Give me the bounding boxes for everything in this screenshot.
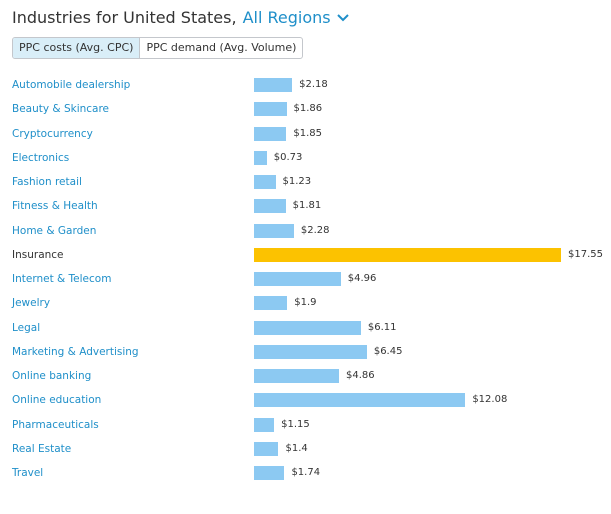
category-label[interactable]: Pharmaceuticals	[12, 418, 99, 431]
value-label: $1.74	[291, 467, 321, 478]
region-label: All Regions	[242, 8, 331, 27]
category-label[interactable]: Home & Garden	[12, 224, 97, 237]
category-label[interactable]: Internet & Telecom	[12, 273, 112, 285]
bar[interactable]	[254, 126, 287, 141]
category-label[interactable]: Fitness & Health	[12, 200, 98, 213]
category-label[interactable]: Jewelry	[12, 297, 51, 310]
chevron-down-icon	[336, 14, 349, 22]
category-label[interactable]: Cryptocurrency	[12, 127, 93, 140]
value-label: $1.23	[282, 176, 312, 187]
bar[interactable]	[254, 296, 288, 311]
bar[interactable]	[254, 417, 275, 432]
region-dropdown[interactable]: All Regions	[243, 6, 349, 30]
category-label[interactable]: Electronics	[12, 151, 70, 164]
bar[interactable]	[254, 369, 339, 383]
page-title: Industries for United States,	[12, 8, 237, 27]
value-label: $1.9	[294, 297, 317, 309]
value-label: $2.28	[300, 224, 330, 236]
bar[interactable]	[254, 247, 561, 262]
value-label: $1.81	[292, 200, 322, 212]
value-label: $17.55	[568, 248, 603, 260]
category-label[interactable]: Travel	[12, 467, 44, 479]
bar[interactable]	[254, 466, 285, 480]
value-label: $6.45	[373, 345, 403, 357]
tab-ppc-costs[interactable]: PPC costs (Avg. CPC)	[13, 38, 141, 58]
category-label[interactable]: Legal	[12, 321, 41, 334]
bar[interactable]	[254, 175, 276, 189]
value-label: $6.11	[367, 321, 397, 333]
category-label[interactable]: Real Estate	[12, 442, 72, 455]
bar[interactable]	[254, 320, 361, 335]
value-label: $12.08	[472, 394, 508, 406]
bar[interactable]	[254, 344, 367, 359]
bar[interactable]	[254, 150, 267, 165]
bar[interactable]	[254, 441, 279, 456]
category-label[interactable]: Beauty & Skincare	[12, 103, 110, 116]
bar[interactable]	[254, 393, 466, 408]
category-label[interactable]: Online education	[12, 394, 102, 407]
category-label[interactable]: Automobile dealership	[12, 79, 131, 91]
bar[interactable]	[254, 272, 341, 286]
value-label: $0.73	[273, 151, 303, 163]
value-label: $2.18	[299, 79, 328, 90]
page-header: Industries for United States, All Region…	[12, 6, 349, 30]
value-label: $1.4	[285, 442, 308, 454]
value-label: $4.96	[347, 273, 377, 284]
bar[interactable]	[254, 78, 293, 92]
bar[interactable]	[254, 199, 286, 214]
bar[interactable]	[254, 223, 294, 238]
category-label[interactable]: Fashion retail	[12, 176, 82, 188]
value-label: $1.85	[293, 127, 322, 139]
category-label[interactable]: Online banking	[12, 370, 92, 382]
category-label[interactable]: Marketing & Advertising	[12, 345, 139, 358]
value-label: $4.86	[346, 370, 375, 381]
value-label: $1.86	[293, 103, 323, 115]
tab-ppc-demand[interactable]: PPC demand (Avg. Volume)	[146, 41, 297, 54]
bar[interactable]	[254, 102, 287, 117]
value-label: $1.15	[281, 418, 310, 430]
metric-toggle: PPC costs (Avg. CPC) PPC demand (Avg. Vo…	[12, 37, 304, 59]
category-label: Insurance	[12, 248, 64, 261]
